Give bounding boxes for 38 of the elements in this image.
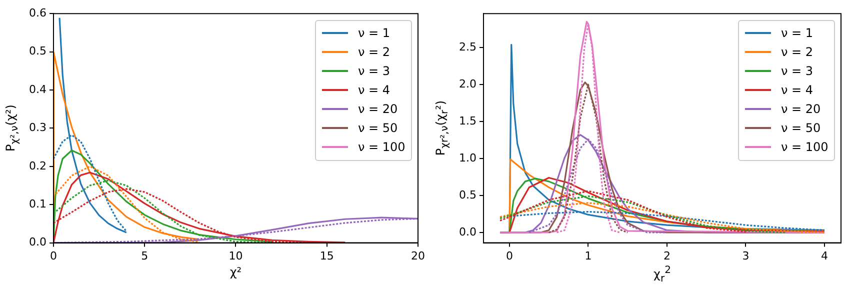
x-tick-label: 5 bbox=[141, 249, 148, 262]
legend-label: ν = 50 bbox=[781, 121, 821, 136]
legend-label: ν = 4 bbox=[358, 83, 390, 98]
legend-label: ν = 20 bbox=[358, 102, 398, 116]
y-tick-label: 0.5 bbox=[458, 188, 476, 202]
y-tick-label: 0.1 bbox=[28, 197, 46, 210]
y-tick-label: 0.0 bbox=[28, 236, 46, 249]
legend-label: ν = 3 bbox=[358, 64, 390, 78]
x-tick-label: 0 bbox=[50, 249, 57, 262]
y-tick-label: 0.5 bbox=[28, 44, 46, 58]
legend-label: ν = 3 bbox=[781, 64, 814, 78]
x-tick-label: 1 bbox=[584, 249, 592, 262]
y-tick-label: 2.5 bbox=[458, 40, 476, 54]
legend-label: ν = 1 bbox=[358, 26, 390, 40]
legend-label: ν = 2 bbox=[358, 45, 390, 60]
x-tick-label: 15 bbox=[320, 249, 334, 262]
legend-label: ν = 1 bbox=[781, 26, 814, 40]
x-tick-label: 4 bbox=[820, 249, 828, 262]
x-axis-title: χ² bbox=[230, 264, 242, 279]
x-tick-label: 20 bbox=[411, 249, 425, 262]
legend-label: ν = 20 bbox=[781, 102, 821, 116]
x-tick-label: 3 bbox=[742, 249, 750, 262]
legend-label: ν = 100 bbox=[358, 140, 406, 154]
legend-label: ν = 2 bbox=[781, 45, 814, 60]
legend-label: ν = 4 bbox=[781, 83, 814, 98]
y-tick-label: 2.0 bbox=[458, 77, 476, 90]
legend-label: ν = 100 bbox=[781, 140, 828, 154]
x-tick-label: 2 bbox=[663, 249, 670, 262]
y-tick-label: 0.6 bbox=[28, 6, 46, 20]
y-tick-label: 0.2 bbox=[28, 159, 46, 172]
legend-label: ν = 50 bbox=[358, 121, 398, 136]
x-tick-label: 10 bbox=[228, 249, 243, 262]
y-tick-label: 1.0 bbox=[458, 151, 476, 164]
y-tick-label: 1.5 bbox=[458, 114, 476, 128]
y-tick-label: 0.3 bbox=[28, 121, 46, 134]
y-tick-label: 0.0 bbox=[458, 225, 476, 238]
y-tick-label: 0.4 bbox=[28, 82, 46, 96]
x-tick-label: 0 bbox=[506, 249, 513, 262]
